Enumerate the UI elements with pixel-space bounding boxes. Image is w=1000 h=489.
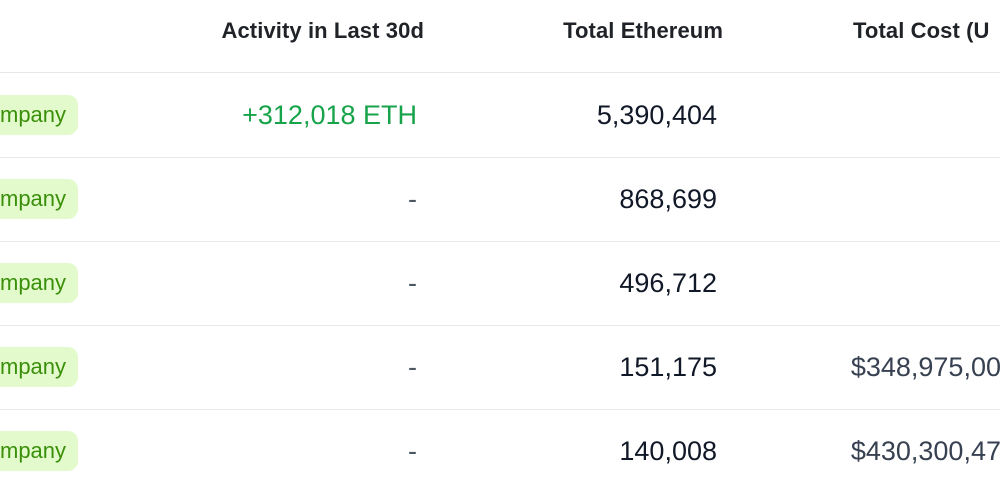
entity-type-badge: mpany (0, 179, 79, 219)
table-header: Activity in Last 30d Total Ethereum Tota… (0, 0, 1000, 73)
total-ethereum-value: 496,712 (619, 268, 717, 298)
column-header-total-cost[interactable]: Total Cost (U (853, 18, 990, 43)
total-ethereum-value: 151,175 (619, 352, 717, 382)
total-ethereum-value: 868,699 (619, 184, 717, 214)
entity-type-badge: mpany (0, 347, 79, 387)
column-header-total-ethereum[interactable]: Total Ethereum (563, 18, 723, 43)
total-cost-value: $348,975,000 (850, 352, 1000, 382)
table-row[interactable]: mpany - 496,712 - (0, 241, 1000, 326)
total-ethereum-value: 140,008 (619, 436, 717, 466)
total-cost-value: $430,300,476 (850, 436, 1000, 466)
entity-type-badge: mpany (0, 263, 79, 303)
table-row[interactable]: mpany - 151,175 $348,975,000 (0, 325, 1000, 410)
column-header-activity[interactable]: Activity in Last 30d (221, 18, 424, 43)
total-ethereum-value: 5,390,404 (596, 100, 717, 130)
entity-type-badge: mpany (0, 95, 79, 135)
table-row[interactable]: mpany +312,018 ETH 5,390,404 - (0, 73, 1000, 158)
activity-value: - (408, 436, 417, 466)
table-row[interactable]: mpany - 140,008 $430,300,476 (0, 409, 1000, 489)
activity-value: - (408, 352, 417, 382)
table-row[interactable]: mpany - 868,699 - (0, 157, 1000, 242)
activity-value: +312,018 ETH (242, 100, 417, 130)
activity-value: - (408, 268, 417, 298)
entity-type-badge: mpany (0, 431, 79, 471)
activity-value: - (408, 184, 417, 214)
